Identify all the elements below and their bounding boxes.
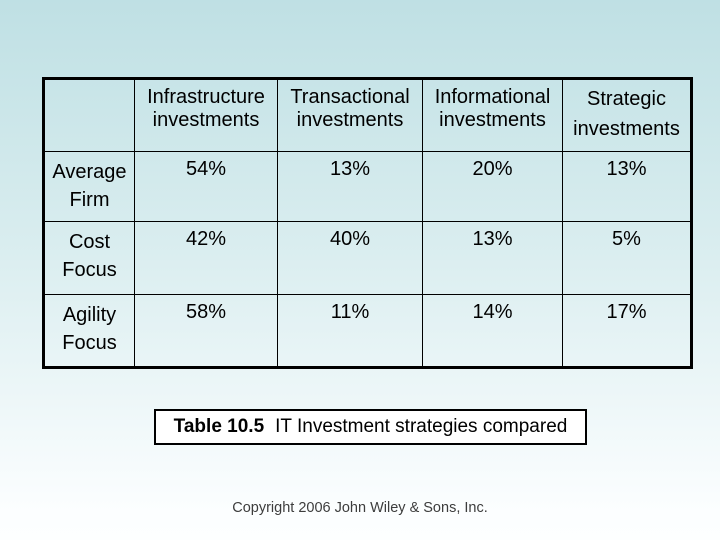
table-cell: 13% [277,151,423,222]
header-cell-informational: Informational investments [422,78,563,152]
header-cell-transactional: Transactional investments [277,78,423,152]
row-label: Agility Focus [43,294,135,368]
header-cell-infrastructure: Infrastructure investments [134,78,278,152]
table-cell: 11% [277,294,423,368]
table-header-row: Infrastructure investments Transactional… [43,78,692,152]
table-cell: 17% [562,294,692,368]
table-row-average-firm: Average Firm 54% 13% 20% 13% [43,151,692,222]
table-cell: 13% [422,221,563,295]
table-caption: Table 10.5 IT Investment strategies comp… [154,409,587,445]
table-cell: 20% [422,151,563,222]
header-cell-strategic: Strategic investments [562,78,692,152]
table-cell: 13% [562,151,692,222]
row-label: Average Firm [43,151,135,222]
table-caption-number: Table 10.5 [173,416,265,437]
table-row-agility-focus: Agility Focus 58% 11% 14% 17% [43,294,692,368]
table-cell: 54% [134,151,278,222]
row-label: Cost Focus [43,221,135,295]
copyright-text: Copyright 2006 John Wiley & Sons, Inc. [232,500,488,516]
table-cell: 5% [562,221,692,295]
table-caption-title: IT Investment strategies compared [275,416,568,437]
table-cell: 42% [134,221,278,295]
table-row-cost-focus: Cost Focus 42% 40% 13% 5% [43,221,692,295]
investment-strategies-table: Infrastructure investments Transactional… [42,77,693,369]
header-cell-empty [43,78,135,152]
table-cell: 14% [422,294,563,368]
table-cell: 58% [134,294,278,368]
table-cell: 40% [277,221,423,295]
